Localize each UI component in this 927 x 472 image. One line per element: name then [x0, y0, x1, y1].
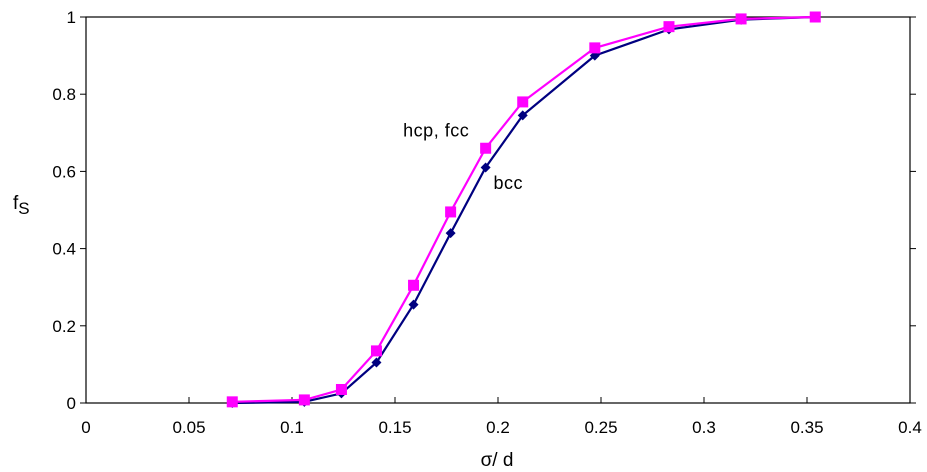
data-point [517, 110, 528, 121]
x-axis: 0 0.05 0.1 0.15 0.2 0.25 0.3 0.35 0.4 [81, 397, 922, 437]
y-axis-label-main: f [13, 193, 19, 214]
data-point [408, 279, 420, 291]
y-tick-label: 0.6 [52, 162, 76, 181]
plot-area [85, 16, 911, 404]
annotations: hcp, fcc bcc [403, 121, 524, 193]
y-tick-label: 0.4 [52, 240, 76, 259]
y-axis: 0 0.2 0.4 0.6 0.8 1 [52, 8, 916, 413]
x-tick-label: 0.35 [790, 418, 823, 437]
y-tick-label: 0.8 [52, 85, 76, 104]
series-square [226, 11, 821, 408]
data-point [335, 383, 347, 395]
data-point [226, 396, 238, 408]
data-point [517, 96, 529, 108]
y-axis-label: fS [13, 193, 30, 218]
x-tick-label: 0.3 [692, 418, 716, 437]
data-point [371, 357, 382, 368]
annotation-label: bcc [494, 173, 524, 193]
y-tick-label: 0 [67, 394, 76, 413]
series-line [232, 15, 816, 403]
data-point [445, 206, 457, 218]
x-tick-label: 0 [81, 418, 90, 437]
x-axis-label: σ/ d [481, 450, 514, 471]
x-tick-label: 0.05 [172, 418, 205, 437]
x-tick-label: 0.25 [584, 418, 617, 437]
data-point [370, 345, 382, 357]
data-point [735, 13, 747, 25]
x-tick-label: 0.4 [898, 418, 922, 437]
data-point [663, 21, 675, 33]
data-point [480, 142, 492, 154]
y-axis-label-subscript: S [18, 199, 29, 218]
data-point [408, 299, 419, 310]
x-tick-label: 0.1 [280, 418, 304, 437]
data-point [445, 228, 456, 239]
x-tick-label: 0.15 [378, 418, 411, 437]
data-point [589, 42, 601, 54]
series-layer [226, 11, 821, 408]
data-point [480, 162, 491, 173]
x-tick-label: 0.2 [486, 418, 510, 437]
y-tick-label: 1 [67, 8, 76, 27]
annotation-label: hcp, fcc [403, 121, 469, 141]
y-tick-label: 0.2 [52, 317, 76, 336]
data-point [298, 394, 310, 406]
series-line [232, 15, 816, 405]
data-point [809, 11, 821, 23]
